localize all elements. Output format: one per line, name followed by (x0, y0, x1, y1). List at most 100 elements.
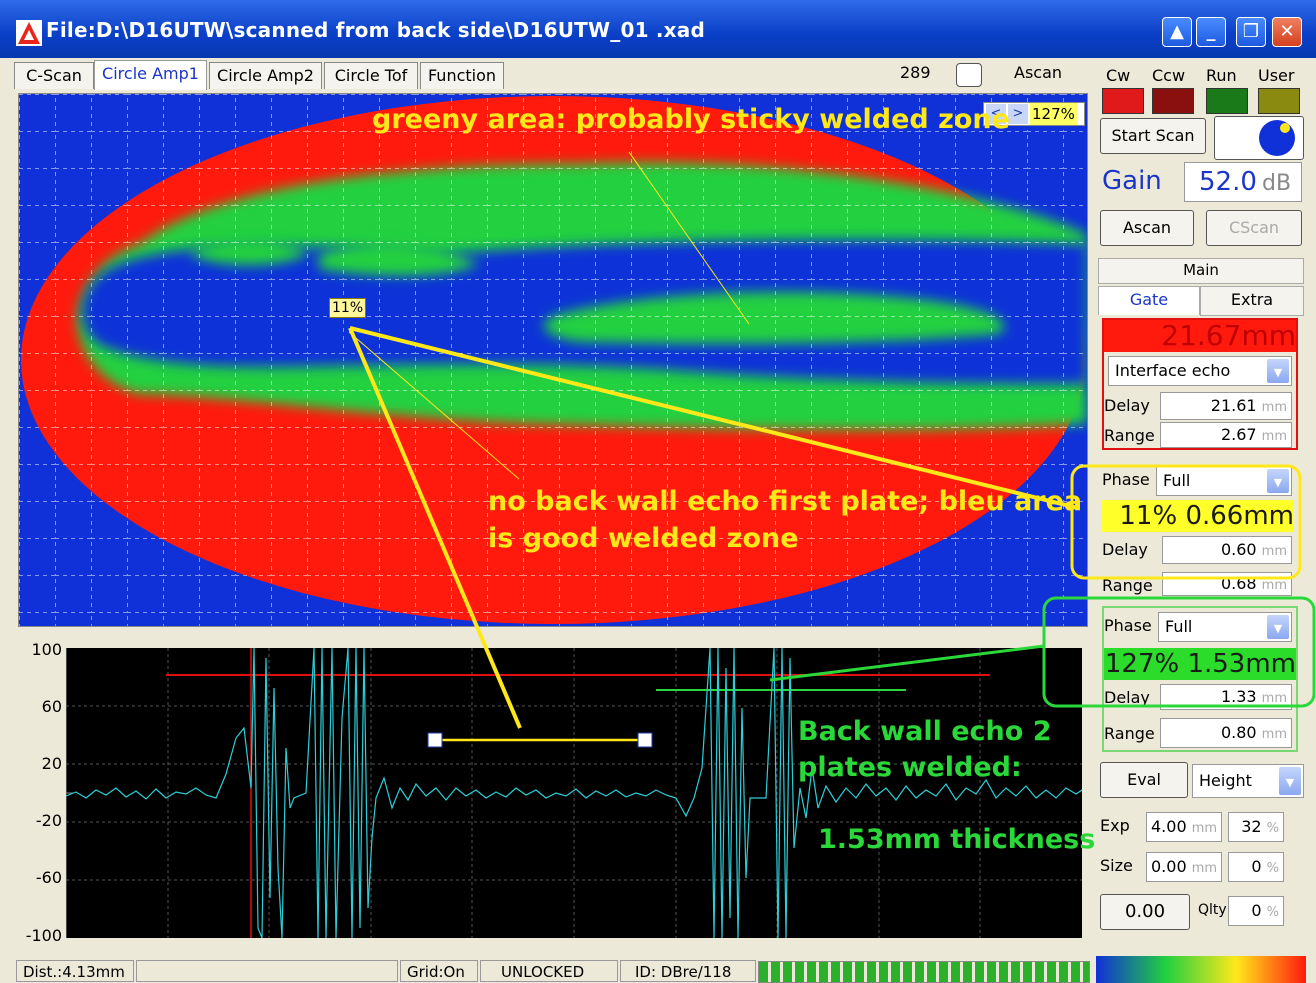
scroll-up-icon[interactable]: ▲ (1162, 17, 1192, 47)
gate2-phase: Full (1163, 471, 1190, 490)
result-button[interactable]: 0.00 (1100, 894, 1190, 930)
dial-icon (1215, 117, 1303, 159)
status-bar: Dist.:4.13mm Grid:On UNLOCKED ID: DBre/1… (14, 958, 1089, 983)
ascan-y-axis: 100 60 20 -20 -60 -100 (18, 638, 66, 938)
gate3-range: 0.80 (1221, 723, 1257, 742)
gate2-range-unit: mm (1262, 578, 1287, 593)
gate3-delay-unit: mm (1262, 691, 1287, 706)
gate1-range-field[interactable]: 2.67 mm (1160, 422, 1292, 448)
window-title: File:D:\D16UTW\scanned from back side\D1… (46, 18, 705, 42)
ascan-label: Ascan (1014, 63, 1062, 82)
size-percent-field[interactable]: 0 % (1228, 852, 1284, 882)
size-percent: 0 (1251, 857, 1261, 876)
ascan-waveform-svg (66, 648, 1082, 938)
ccw-label: Ccw (1152, 66, 1185, 85)
tab-circle-amp2[interactable]: Circle Amp2 (209, 62, 322, 89)
tab-circle-amp1[interactable]: Circle Amp1 (94, 60, 207, 90)
qlty-unit: % (1267, 905, 1279, 920)
annotation-noback-2: is good welded zone (488, 523, 799, 554)
ccw-led[interactable] (1152, 88, 1194, 114)
exp-percent-unit: % (1267, 821, 1279, 836)
dial-widget[interactable] (1214, 116, 1304, 160)
tab-c-scan[interactable]: C-Scan (14, 62, 94, 89)
y-tick-label: -20 (36, 811, 62, 830)
gate3-delay-field[interactable]: 1.33 mm (1160, 684, 1292, 710)
gate2-range: 0.68 (1221, 574, 1257, 593)
status-id: ID: DBre/118 (620, 960, 756, 982)
tab-extra[interactable]: Extra (1200, 286, 1304, 316)
gate3-range-unit: mm (1262, 727, 1287, 742)
gate2-phase-select[interactable]: Full ▼ (1156, 466, 1292, 496)
gate3-phase: Full (1165, 617, 1192, 636)
size-percent-unit: % (1267, 861, 1279, 876)
maximize-icon[interactable]: ❐ (1236, 17, 1266, 47)
counter-value: 289 (900, 63, 931, 82)
eval-mode-select[interactable]: Height ▼ (1192, 764, 1304, 798)
tab-main[interactable]: Main (1098, 258, 1304, 284)
gate3-delay-label: Delay (1104, 688, 1150, 707)
eval-button[interactable]: Eval (1100, 762, 1188, 798)
minimize-icon[interactable]: _ (1196, 17, 1226, 47)
start-scan-button[interactable]: Start Scan (1100, 118, 1206, 154)
run-led[interactable] (1206, 88, 1248, 114)
chevron-down-icon[interactable]: ▼ (1267, 615, 1289, 639)
y-tick-label: 100 (31, 640, 62, 659)
gain-unit: dB (1262, 171, 1291, 196)
scroll-right-icon[interactable]: > (1008, 104, 1028, 124)
size-label: Size (1100, 856, 1133, 875)
chevron-down-icon[interactable]: ▼ (1267, 359, 1289, 383)
exp-percent: 32 (1241, 817, 1261, 836)
gate2-range-field[interactable]: 0.68 mm (1162, 572, 1292, 596)
status-distance: Dist.:4.13mm (16, 960, 134, 982)
progress-bar (758, 961, 1090, 983)
tab-gate[interactable]: Gate (1098, 286, 1200, 315)
annotation-thickness: 1.53mm thickness (818, 824, 1095, 855)
qlty-label: Qlty (1198, 902, 1227, 918)
user-label: User (1258, 66, 1294, 85)
cursor-marker-label: 11% (329, 298, 366, 318)
title-bar: File:D:\D16UTW\scanned from back side\D1… (0, 0, 1316, 58)
y-tick-label: 60 (42, 697, 62, 716)
gate3-range-label: Range (1104, 724, 1155, 743)
gate3-phase-select[interactable]: Full ▼ (1158, 612, 1292, 642)
gate2-delay-label: Delay (1102, 540, 1148, 559)
qlty-field[interactable]: 0 % (1228, 896, 1284, 926)
user-led[interactable] (1258, 88, 1300, 114)
cscan-button[interactable]: CScan (1206, 210, 1302, 246)
exp-field[interactable]: 4.00 mm (1146, 812, 1222, 842)
exp-percent-field[interactable]: 32 % (1228, 812, 1284, 842)
tab-function[interactable]: Function (420, 62, 504, 89)
status-lock: UNLOCKED (480, 960, 618, 982)
tab-circle-tof[interactable]: Circle Tof (324, 62, 418, 89)
gate3-phase-label: Phase (1104, 616, 1152, 635)
status-empty (136, 960, 398, 982)
app-icon (16, 20, 42, 46)
gate3-range-field[interactable]: 0.80 mm (1160, 718, 1292, 748)
gate2-range-label: Range (1102, 576, 1153, 595)
gate3-header: 127% 1.53mm (1104, 648, 1296, 680)
gate1-mode-select[interactable]: Interface echo ▼ (1108, 356, 1292, 386)
zoom-level: 127% (1030, 103, 1077, 125)
ascan-checkbox[interactable] (956, 63, 982, 87)
qlty-value: 0 (1251, 901, 1261, 920)
chevron-down-icon[interactable]: ▼ (1279, 767, 1301, 795)
gate3-panel: Phase Full ▼ 127% 1.53mm Delay 1.33 mm R… (1102, 606, 1298, 752)
gate2-delay: 0.60 (1221, 540, 1257, 559)
ascan-plot[interactable]: 100 60 20 -20 -60 -100 (18, 638, 1086, 938)
gain-field[interactable]: 52.0 dB (1184, 162, 1302, 202)
close-icon[interactable]: ✕ (1272, 17, 1302, 47)
gate1-delay-field[interactable]: 21.61 mm (1160, 392, 1292, 420)
gate1-range-label: Range (1104, 426, 1155, 445)
eval-mode: Height (1199, 771, 1252, 790)
exp-label: Exp (1100, 816, 1130, 835)
size-field[interactable]: 0.00 mm (1146, 852, 1222, 882)
gate1-delay: 21.61 (1211, 396, 1257, 415)
y-tick-label: -100 (26, 926, 62, 945)
chevron-down-icon[interactable]: ▼ (1267, 469, 1289, 493)
cw-led[interactable] (1102, 88, 1144, 114)
gate2-delay-field[interactable]: 0.60 mm (1162, 536, 1292, 564)
gain-value: 52.0 (1199, 167, 1257, 197)
exp-value: 4.00 (1151, 817, 1187, 836)
gate2-phase-label: Phase (1102, 470, 1150, 489)
ascan-button[interactable]: Ascan (1100, 210, 1194, 246)
